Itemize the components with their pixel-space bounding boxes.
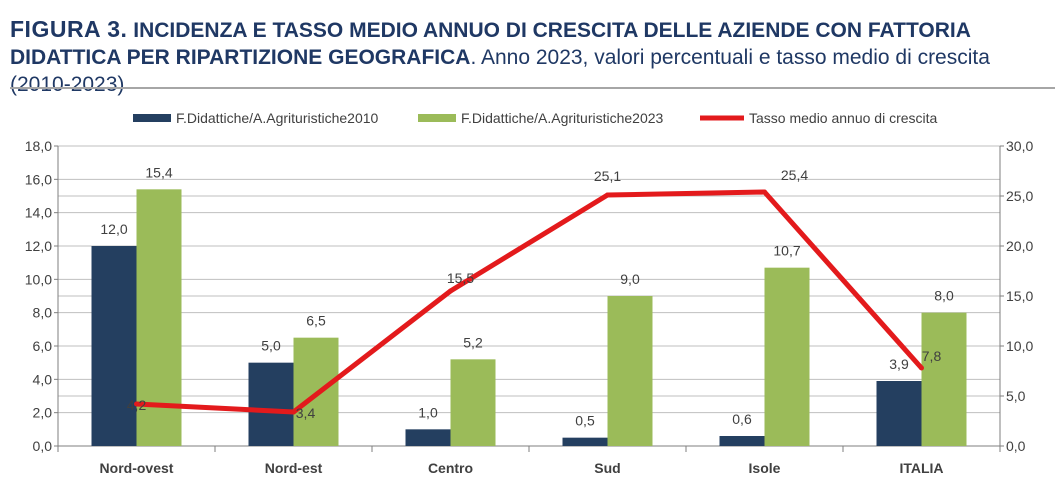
chart-title: FIGURA 3. INCIDENZA E TASSO MEDIO ANNUO … bbox=[10, 16, 1055, 98]
bar-2010-label: 3,9 bbox=[889, 356, 909, 372]
x-tick-label: Nord-ovest bbox=[100, 460, 174, 476]
x-tick-label: Nord-est bbox=[265, 460, 323, 476]
y-right-tick-label: 30,0 bbox=[1006, 138, 1033, 154]
legend-label-2010: F.Didattiche/A.Agrituristiche2010 bbox=[176, 110, 379, 126]
growth-rate-line bbox=[136, 189, 924, 415]
y-left-tick-label: 10,0 bbox=[25, 271, 52, 287]
title-bold: INCIDENZA E TASSO MEDIO ANNUO DI CRESCIT… bbox=[10, 19, 971, 69]
growth-rate-label: 4,2 bbox=[127, 397, 147, 413]
y-left-tick-label: 4,0 bbox=[33, 371, 53, 387]
legend-swatch-2023 bbox=[418, 114, 456, 122]
y-right-tick-label: 0,0 bbox=[1006, 438, 1026, 454]
growth-rate-label: 25,4 bbox=[781, 167, 808, 183]
title-rest: . Anno 2023, valori percentuali e tasso … bbox=[10, 46, 990, 96]
x-tick-label: ITALIA bbox=[899, 460, 943, 476]
x-tick-label: Isole bbox=[749, 460, 781, 476]
title-divider bbox=[10, 87, 1055, 89]
bar-2023 bbox=[921, 312, 967, 446]
growth-rate-point bbox=[919, 365, 924, 371]
bar-2023 bbox=[450, 359, 496, 446]
bar-2010-label: 0,6 bbox=[732, 411, 752, 427]
bar-2010-label: 5,0 bbox=[261, 338, 281, 354]
growth-rate-point bbox=[605, 192, 610, 198]
growth-rate-label: 3,4 bbox=[296, 405, 316, 421]
bar-2023 bbox=[607, 296, 653, 446]
y-right-tick-label: 25,0 bbox=[1006, 188, 1033, 204]
bar-2023-label: 15,4 bbox=[145, 164, 172, 180]
bar-2023-label: 8,0 bbox=[934, 288, 954, 304]
growth-rate-point bbox=[448, 288, 453, 294]
y-left-tick-label: 12,0 bbox=[25, 238, 52, 254]
bar-2010-label: 1,0 bbox=[418, 404, 438, 420]
y-left-tick-label: 0,0 bbox=[33, 438, 53, 454]
y-right-tick-label: 15,0 bbox=[1006, 288, 1033, 304]
y-left-tick-label: 16,0 bbox=[25, 171, 52, 187]
y-right-tick-label: 5,0 bbox=[1006, 388, 1026, 404]
growth-rate-point bbox=[134, 401, 139, 407]
bar-2023 bbox=[764, 267, 810, 446]
bar-2023-label: 6,5 bbox=[306, 313, 326, 329]
bar-2010 bbox=[405, 429, 451, 446]
legend-swatch-2010 bbox=[133, 114, 171, 122]
bar-2010 bbox=[91, 246, 137, 446]
y-left-tick-label: 18,0 bbox=[25, 138, 52, 154]
bar-2010 bbox=[562, 437, 608, 446]
growth-rate-label: 15,5 bbox=[447, 270, 474, 286]
y-right-tick-label: 10,0 bbox=[1006, 338, 1033, 354]
bar-2023-label: 10,7 bbox=[773, 243, 800, 259]
legend-label-line: Tasso medio annuo di crescita bbox=[749, 110, 938, 126]
bar-2023-label: 9,0 bbox=[620, 271, 640, 287]
growth-rate-label: 7,8 bbox=[922, 348, 942, 364]
y-left-tick-label: 8,0 bbox=[33, 305, 53, 321]
bar-2010 bbox=[876, 381, 922, 446]
legend-label-2023: F.Didattiche/A.Agrituristiche2023 bbox=[461, 110, 664, 126]
y-left-tick-label: 6,0 bbox=[33, 338, 53, 354]
bar-2010-label: 12,0 bbox=[100, 221, 127, 237]
figure-label: FIGURA 3. bbox=[10, 16, 128, 42]
bar-2010 bbox=[248, 362, 294, 446]
growth-rate-point bbox=[291, 409, 296, 415]
bar-2023-label: 5,2 bbox=[463, 334, 483, 350]
y-right-tick-label: 20,0 bbox=[1006, 238, 1033, 254]
bar-2010-label: 0,5 bbox=[575, 413, 595, 429]
x-tick-label: Centro bbox=[428, 460, 473, 476]
growth-rate-point bbox=[762, 189, 767, 195]
y-left-tick-label: 2,0 bbox=[33, 405, 53, 421]
bar-2010 bbox=[719, 436, 765, 446]
x-tick-label: Sud bbox=[594, 460, 620, 476]
y-left-tick-label: 14,0 bbox=[25, 205, 52, 221]
growth-rate-label: 25,1 bbox=[594, 168, 621, 184]
